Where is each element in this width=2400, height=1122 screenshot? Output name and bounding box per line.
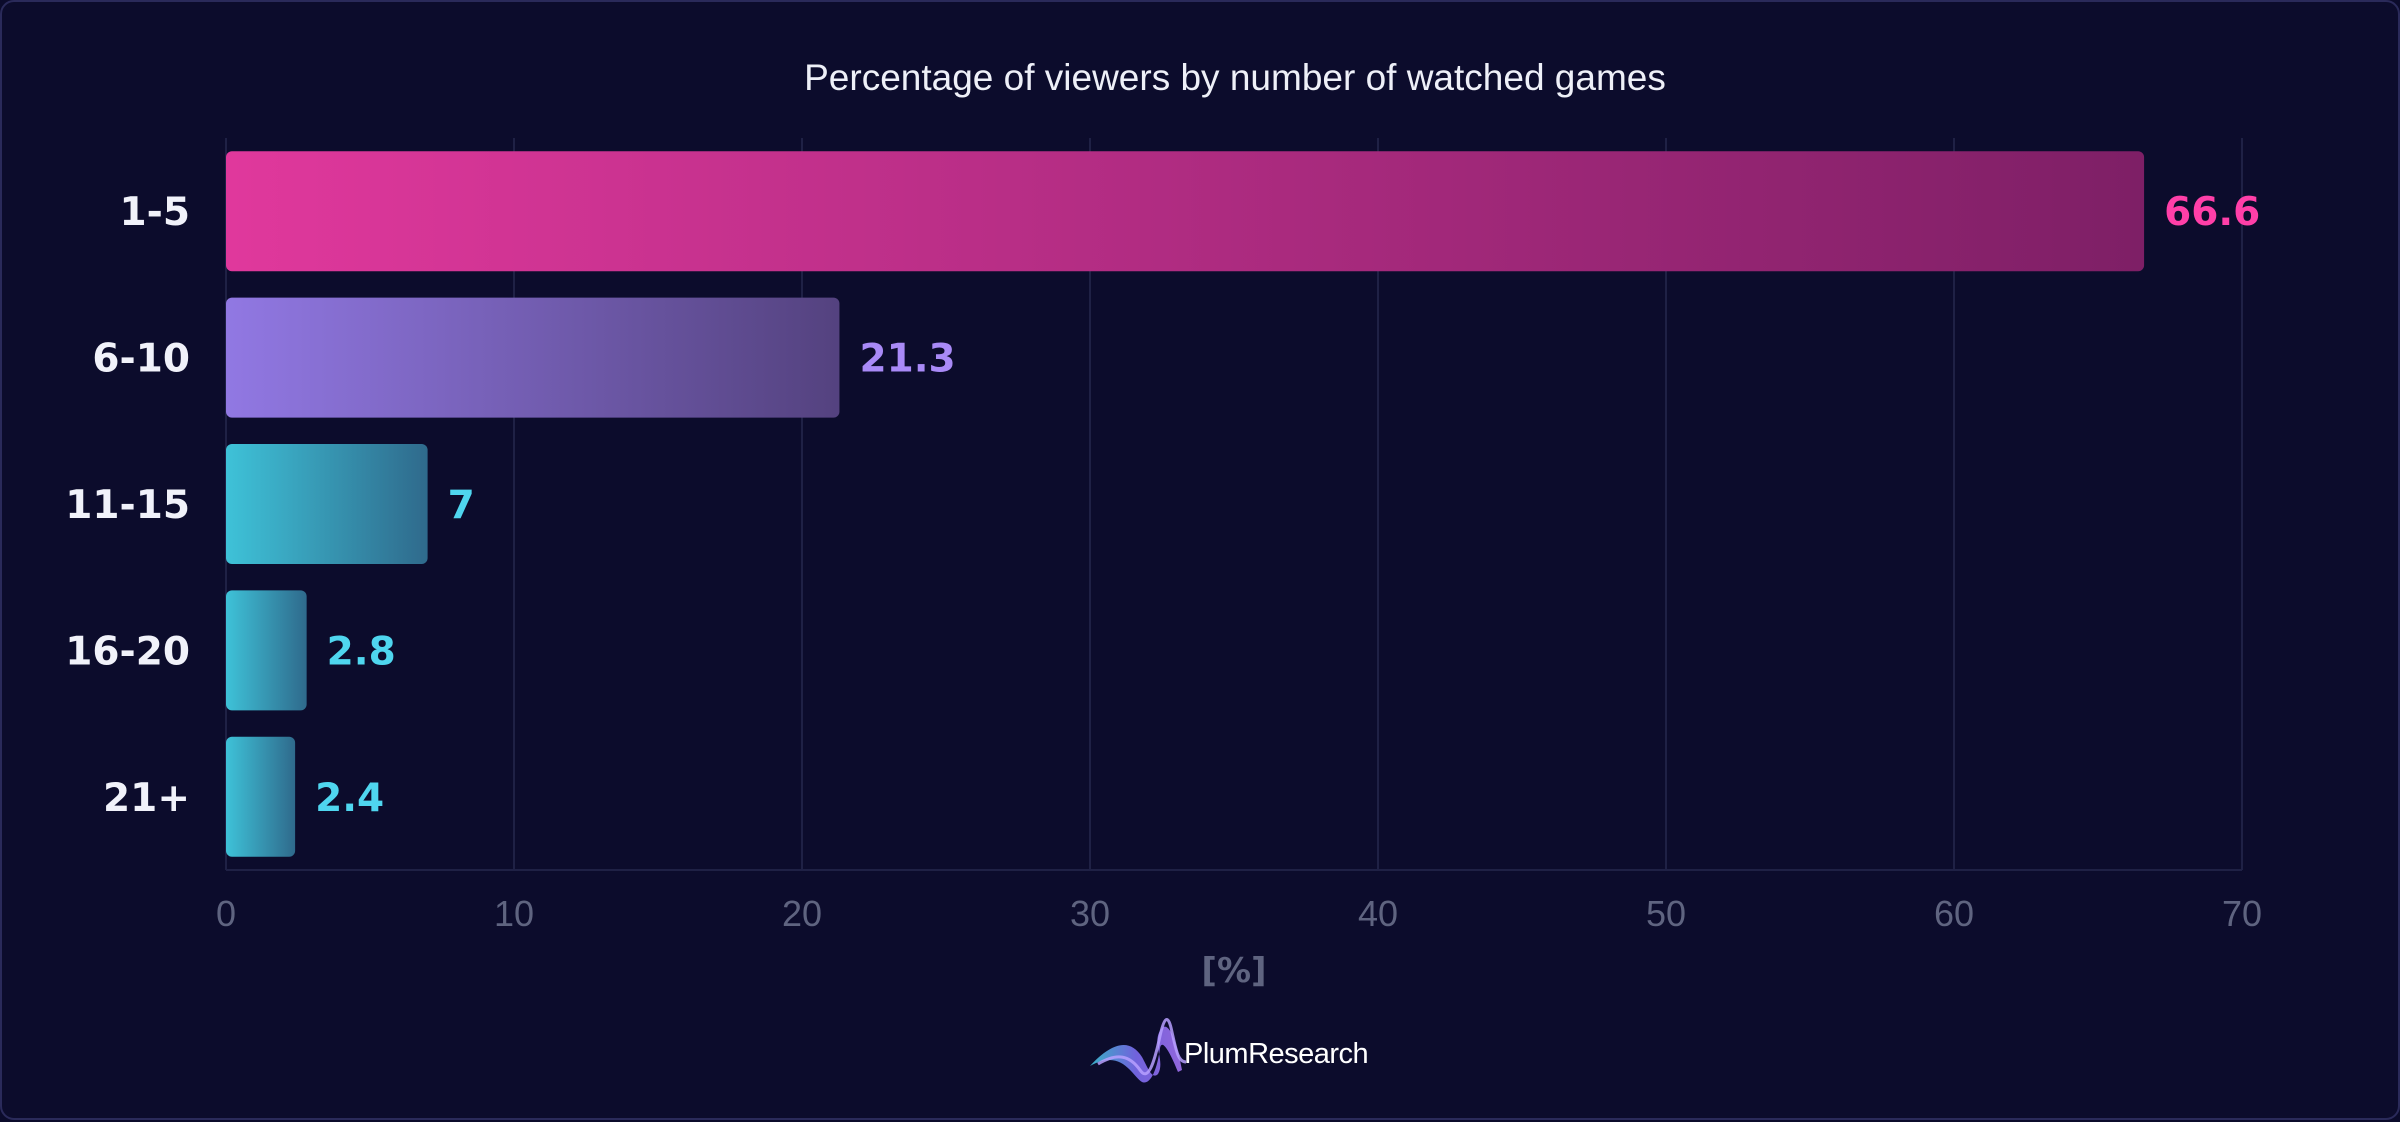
category-label: 6-10 <box>92 337 190 382</box>
value-label: 7 <box>448 483 475 528</box>
x-tick-label: 50 <box>1646 893 1686 934</box>
x-tick-label: 40 <box>1358 893 1398 934</box>
x-tick-label: 10 <box>494 893 534 934</box>
category-label: 21+ <box>103 776 190 821</box>
chart-title: Percentage of viewers by number of watch… <box>804 57 1666 98</box>
bar-1-5 <box>226 151 2145 272</box>
value-label: 66.6 <box>2164 190 2260 235</box>
category-label: 11-15 <box>65 483 190 528</box>
bar-11-15 <box>226 444 428 564</box>
brand-logo: PlumResearch <box>1090 1018 1369 1083</box>
value-label: 2.4 <box>315 776 384 821</box>
x-tick-label: 20 <box>782 893 822 934</box>
x-tick-label: 60 <box>1934 893 1974 934</box>
bar-6-10 <box>226 297 840 418</box>
value-label: 21.3 <box>859 337 955 382</box>
brand-name: PlumResearch <box>1184 1038 1368 1070</box>
category-label: 16-20 <box>65 629 190 674</box>
bars: 1-5 66.6 6-10 21.3 11-15 7 16-20 2.8 21+ 2.4 <box>65 151 2260 857</box>
x-axis-ticks: 0 10 20 30 40 50 60 70 <box>216 893 2262 934</box>
plum-wave-logo-icon <box>1090 1018 1187 1083</box>
x-tick-label: 70 <box>2222 893 2262 934</box>
x-tick-label: 0 <box>216 893 236 934</box>
value-label: 2.8 <box>327 629 396 674</box>
bar-21+ <box>226 736 296 857</box>
category-label: 1-5 <box>120 190 190 235</box>
bar-16-20 <box>226 590 307 711</box>
x-axis-label: [%] <box>1201 951 1266 991</box>
x-tick-label: 30 <box>1070 893 1110 934</box>
